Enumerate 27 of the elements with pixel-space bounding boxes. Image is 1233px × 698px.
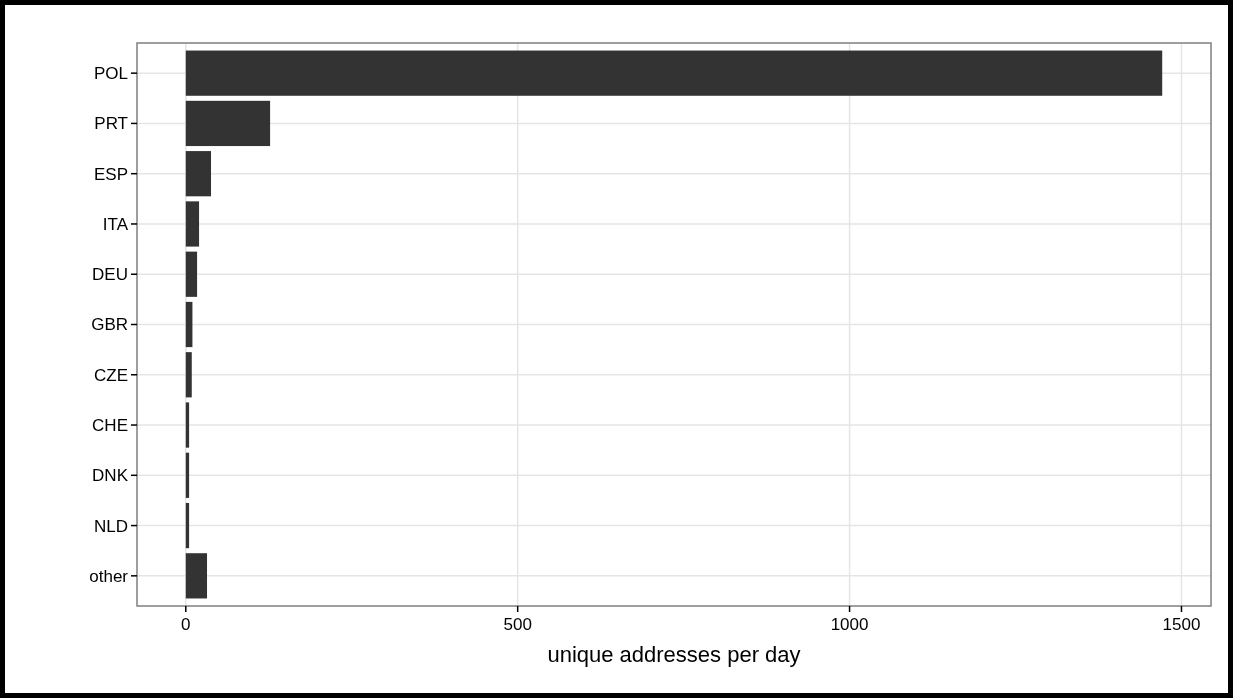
x-tick-label: 0 <box>181 615 191 634</box>
y-tick-label: other <box>89 566 129 586</box>
y-tick-label: GBR <box>91 315 128 335</box>
y-tick-label: PRT <box>94 114 128 134</box>
bar <box>185 402 190 448</box>
bar <box>185 452 190 498</box>
bar <box>185 502 190 549</box>
y-tick-label: DNK <box>92 466 129 486</box>
y-tick-label: POL <box>93 64 128 84</box>
bar <box>185 201 200 247</box>
x-axis-title: unique addresses per day <box>547 642 801 667</box>
bar <box>185 50 1163 96</box>
x-tick-label: 1000 <box>830 615 869 634</box>
y-tick-label: DEU <box>92 265 128 285</box>
y-tick-label: ITA <box>102 214 129 234</box>
bar <box>185 301 193 348</box>
x-tick-label: 500 <box>503 615 532 634</box>
bar <box>185 352 192 398</box>
y-tick-label: CZE <box>94 365 128 385</box>
bar <box>185 151 212 197</box>
bar <box>185 553 208 599</box>
y-tick-label: CHE <box>92 415 128 435</box>
bar <box>185 251 198 297</box>
y-tick-label: NLD <box>93 516 128 536</box>
x-tick-label: 1500 <box>1162 615 1201 634</box>
bar <box>185 100 271 147</box>
y-tick-label: ESP <box>93 164 128 184</box>
